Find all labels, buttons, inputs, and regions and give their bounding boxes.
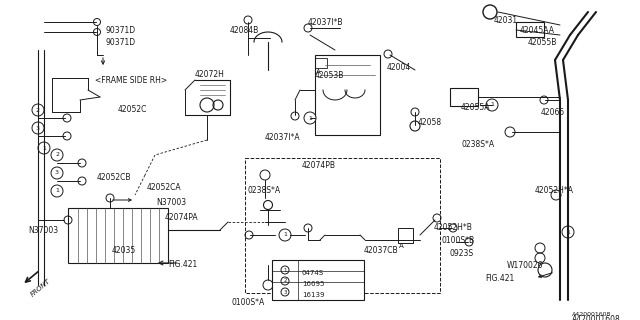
Text: N37003: N37003: [156, 198, 186, 207]
Bar: [450, 88, 478, 106]
Circle shape: [51, 185, 63, 197]
Text: 42037I*B: 42037I*B: [308, 18, 344, 27]
Text: 1: 1: [308, 116, 312, 121]
Text: 1: 1: [283, 233, 287, 237]
Text: 16695: 16695: [302, 281, 324, 287]
Text: 42065: 42065: [541, 108, 565, 117]
Text: FRONT: FRONT: [30, 278, 52, 298]
Text: 3: 3: [284, 290, 287, 294]
Text: 42055A: 42055A: [461, 103, 490, 112]
Text: A: A: [316, 69, 321, 75]
Text: 42037CB: 42037CB: [364, 246, 399, 255]
Text: 3: 3: [55, 171, 59, 175]
Text: 42052CA: 42052CA: [147, 183, 182, 192]
Text: 2: 2: [55, 153, 59, 157]
Circle shape: [32, 104, 44, 116]
Circle shape: [51, 149, 63, 161]
Text: 0923S: 0923S: [449, 249, 473, 258]
Circle shape: [281, 266, 289, 274]
Text: 42035: 42035: [112, 246, 136, 255]
Circle shape: [562, 226, 574, 238]
Text: 42074PB: 42074PB: [302, 161, 336, 170]
Circle shape: [32, 122, 44, 134]
Text: FIG.421: FIG.421: [485, 274, 515, 283]
Circle shape: [281, 277, 289, 285]
Text: 42074PA: 42074PA: [165, 213, 198, 222]
Text: W170026: W170026: [507, 261, 543, 270]
Circle shape: [304, 112, 316, 124]
Text: 1: 1: [42, 146, 46, 150]
Text: 42072H: 42072H: [195, 70, 225, 79]
Text: 42045AA: 42045AA: [520, 26, 555, 35]
Text: 0238S*A: 0238S*A: [462, 140, 495, 149]
Text: 0474S: 0474S: [302, 270, 324, 276]
Circle shape: [51, 167, 63, 179]
Text: 42052H*B: 42052H*B: [434, 223, 473, 232]
Text: A: A: [399, 243, 404, 249]
Bar: [516, 22, 544, 37]
Text: 42058: 42058: [418, 118, 442, 127]
Text: 3: 3: [36, 125, 40, 131]
Text: FIG.421: FIG.421: [168, 260, 197, 269]
Text: 42053B: 42053B: [315, 71, 344, 80]
Text: 2: 2: [36, 108, 40, 113]
Text: 1: 1: [490, 102, 494, 108]
Text: A420001608: A420001608: [572, 315, 621, 320]
Circle shape: [486, 99, 498, 111]
Text: 42055B: 42055B: [528, 38, 557, 47]
Bar: [68, 208, 168, 263]
Circle shape: [279, 229, 291, 241]
Text: 0100S*A: 0100S*A: [232, 298, 265, 307]
Text: 42004: 42004: [387, 63, 412, 72]
Text: 42052H*A: 42052H*A: [535, 186, 574, 195]
Text: <FRAME SIDE RH>: <FRAME SIDE RH>: [95, 76, 167, 85]
Text: 90371D: 90371D: [105, 38, 135, 47]
Bar: [245, 158, 440, 293]
Bar: [315, 55, 380, 135]
Text: 42052C: 42052C: [118, 105, 147, 114]
Text: A420001608: A420001608: [572, 312, 611, 317]
Circle shape: [38, 142, 50, 154]
Text: 0238S*A: 0238S*A: [247, 186, 280, 195]
Text: 0100S*B: 0100S*B: [441, 236, 474, 245]
Bar: [272, 260, 364, 300]
Text: 2: 2: [284, 278, 287, 284]
Bar: [315, 58, 327, 68]
Text: 16139: 16139: [302, 292, 324, 298]
Text: 42037I*A: 42037I*A: [265, 133, 301, 142]
Text: 90371D: 90371D: [105, 26, 135, 35]
Text: N37003: N37003: [28, 226, 58, 235]
Text: 42031: 42031: [494, 16, 518, 25]
Text: 42084B: 42084B: [230, 26, 259, 35]
Text: 42052CB: 42052CB: [97, 173, 131, 182]
Bar: [398, 228, 413, 243]
Text: 1: 1: [284, 268, 287, 273]
Text: 1: 1: [55, 188, 59, 194]
Circle shape: [281, 288, 289, 296]
Text: 1: 1: [566, 229, 570, 235]
